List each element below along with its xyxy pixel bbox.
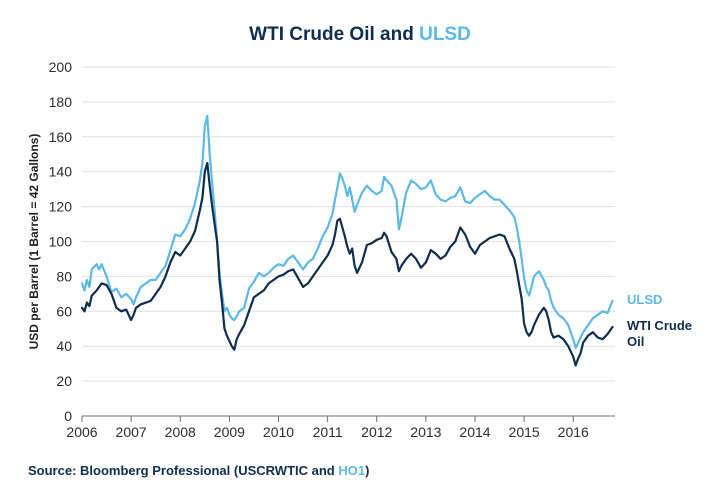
y-tick-label-120: 120 bbox=[49, 199, 73, 215]
legend-label-line-ulsd-0: ULSD bbox=[627, 292, 662, 307]
x-tick-label-2007: 2007 bbox=[116, 424, 147, 440]
x-tick-label-2009: 2009 bbox=[214, 424, 245, 440]
x-tick-label-2006: 2006 bbox=[66, 424, 97, 440]
y-tick-label-160: 160 bbox=[49, 129, 73, 145]
source-label: Source: Bloomberg Professional (USCRWTIC… bbox=[28, 463, 369, 478]
chart-title-part-1: ULSD bbox=[419, 24, 471, 45]
x-tick-label-2015: 2015 bbox=[509, 424, 540, 440]
y-tick-label-80: 80 bbox=[56, 268, 72, 284]
y-tick-label-200: 200 bbox=[49, 59, 73, 75]
x-tick-label-2008: 2008 bbox=[165, 424, 196, 440]
y-tick-label-20: 20 bbox=[56, 373, 72, 389]
legend-label-line-wti-crude-oil-0: WTI Crude bbox=[627, 318, 692, 333]
legend: ULSD WTI Crude Oil bbox=[627, 292, 692, 349]
x-tick-label-2013: 2013 bbox=[410, 424, 441, 440]
y-axis-label: USD per Barrel (1 Barrel = 42 Gallons) bbox=[27, 134, 41, 350]
source-part-2: ) bbox=[365, 463, 369, 478]
y-tick-label-0: 0 bbox=[64, 408, 72, 424]
source-part-0: Source: Bloomberg Professional (USCRWTIC… bbox=[28, 463, 338, 478]
legend-label-ulsd: ULSD bbox=[627, 292, 662, 307]
y-tick-label-140: 140 bbox=[49, 164, 73, 180]
series-lines bbox=[80, 114, 614, 367]
x-tick-label-2014: 2014 bbox=[459, 424, 490, 440]
x-tick-label-2011: 2011 bbox=[313, 424, 343, 440]
y-tick-label-180: 180 bbox=[49, 94, 73, 110]
x-tick-label-2010: 2010 bbox=[263, 424, 294, 440]
axes: 0 20 40 60 80 100 120 140 160 180 200 2006 2007 2008 2… bbox=[49, 59, 615, 440]
grid bbox=[82, 66, 615, 382]
x-tick-label-2016: 2016 bbox=[558, 424, 589, 440]
y-tick-label-60: 60 bbox=[56, 303, 72, 319]
series-line-ulsd bbox=[80, 114, 614, 349]
source-part-1: HO1 bbox=[338, 463, 365, 478]
y-tick-label-100: 100 bbox=[49, 234, 73, 250]
legend-label-line-wti-crude-oil-1: Oil bbox=[627, 334, 644, 349]
legend-label-wti-crude-oil: WTI Crude Oil bbox=[627, 318, 692, 349]
chart-title: WTI Crude Oil and ULSD bbox=[249, 24, 471, 45]
x-tick-label-2012: 2012 bbox=[361, 424, 392, 440]
chart-title-part-0: WTI Crude Oil and bbox=[249, 24, 419, 45]
series-line-wti-crude-oil bbox=[80, 161, 614, 367]
y-tick-label-40: 40 bbox=[56, 338, 72, 354]
